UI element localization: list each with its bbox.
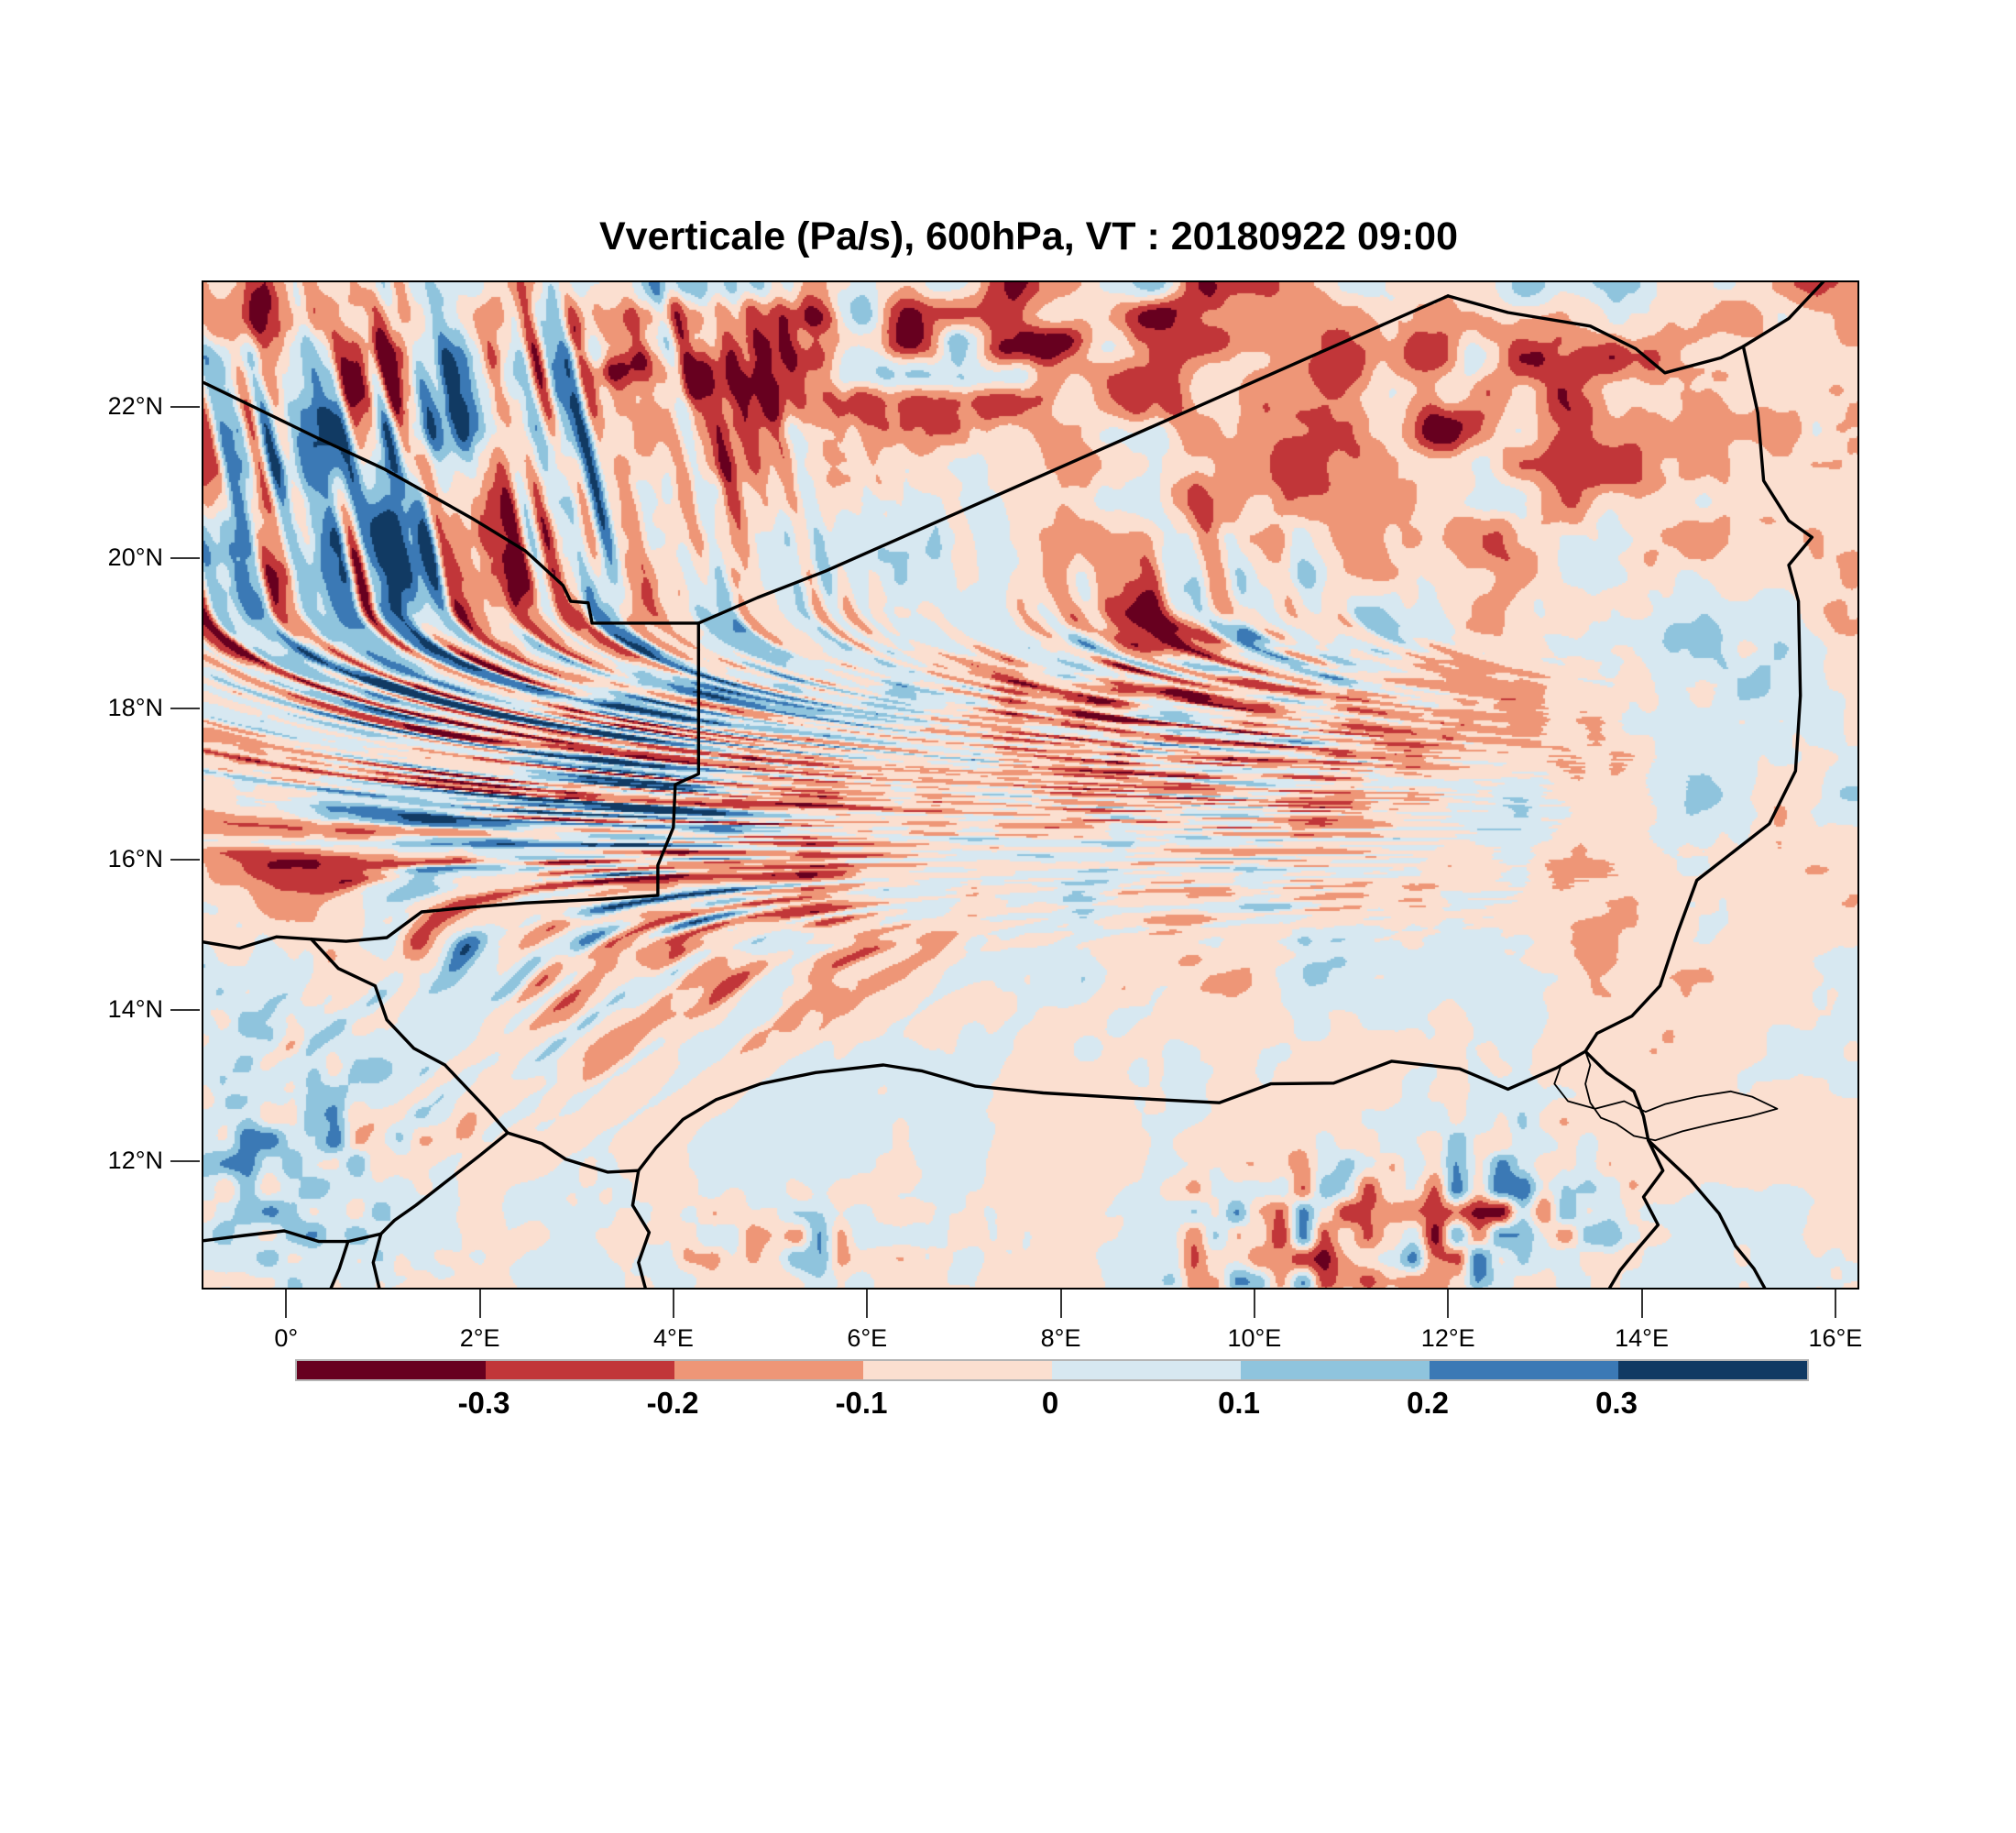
x-axis-tick [866,1290,869,1318]
y-axis-tick [170,406,200,409]
y-axis-tick-label: 16°N [107,844,163,873]
colorbar-tick-label: 0.2 [1407,1386,1449,1420]
colorbar-segment [1052,1361,1241,1379]
country-border [1647,1138,1767,1288]
x-axis-tick-label: 10°E [1227,1324,1282,1352]
country-border [371,1232,383,1288]
country-border [1741,282,1825,348]
y-axis-tick-label: 12°N [107,1147,163,1174]
y-axis-tick [170,1160,200,1162]
x-axis-tick [478,1290,481,1318]
colorbar-segment [674,1361,863,1379]
colorbar-segment [297,1361,486,1379]
country-border [1583,1049,1650,1142]
country-border [630,1169,652,1288]
colorbar-tick-label: 0.3 [1595,1386,1638,1420]
country-border [1446,294,1746,375]
x-axis-tick [1059,1290,1062,1318]
country-border [203,380,700,625]
x-axis-tick-label: 8°E [1040,1324,1081,1352]
colorbar-segment [1241,1361,1430,1379]
plot-title: Vverticale (Pa/s), 600hPa, VT : 20180922… [598,214,1459,258]
colorbar-segment [1618,1361,1807,1379]
country-border [203,935,313,950]
colorbar-segment [863,1361,1052,1379]
colorbar [295,1359,1809,1381]
x-axis-tick-label: 16°E [1808,1324,1863,1352]
x-axis-tick-label: 4°E [653,1324,694,1352]
country-border [506,1131,641,1174]
x-axis-tick [1834,1290,1836,1318]
colorbar-tick-label: 0 [1041,1386,1059,1420]
x-axis-tick-label: 6°E [847,1324,888,1352]
x-axis-tick-label: 12°E [1420,1324,1475,1352]
x-axis-tick-label: 2°E [459,1324,500,1352]
colorbar-segment [486,1361,674,1379]
country-border [696,294,1450,625]
y-axis-tick [170,858,200,861]
colorbar-tick-label: -0.2 [646,1386,699,1420]
country-border [203,1229,383,1244]
lake-chad-outline [1553,1050,1779,1142]
y-axis-tick-label: 14°N [107,995,163,1024]
y-axis-tick-label: 18°N [107,694,163,722]
y-axis-tick [170,1009,200,1012]
x-axis-tick [285,1290,288,1318]
x-axis-tick [1640,1290,1643,1318]
vertical-velocity-field [203,282,1857,1288]
colorbar-tick-label: -0.1 [835,1386,888,1420]
country-border [310,938,509,1135]
country-border [637,1049,1587,1172]
country-border [310,621,700,943]
colorbar-tick-label: -0.3 [457,1386,510,1420]
y-axis-tick [170,708,200,710]
y-axis-tick-label: 22°N [107,392,163,421]
country-borders-overlay [203,282,1825,1288]
x-axis-tick-label: 0° [274,1324,299,1352]
map-frame [202,280,1859,1290]
y-axis-tick [170,556,200,559]
x-axis-tick-label: 14°E [1615,1324,1669,1352]
country-border [1583,345,1814,1053]
x-axis-tick [1447,1290,1450,1318]
country-border [329,1239,350,1288]
x-axis-tick [1253,1290,1255,1318]
y-axis-tick-label: 20°N [107,543,163,571]
country-border [379,1131,509,1235]
x-axis-tick [672,1290,674,1318]
colorbar-tick-label: 0.1 [1218,1386,1260,1420]
country-border [1607,1138,1665,1288]
colorbar-segment [1430,1361,1618,1379]
